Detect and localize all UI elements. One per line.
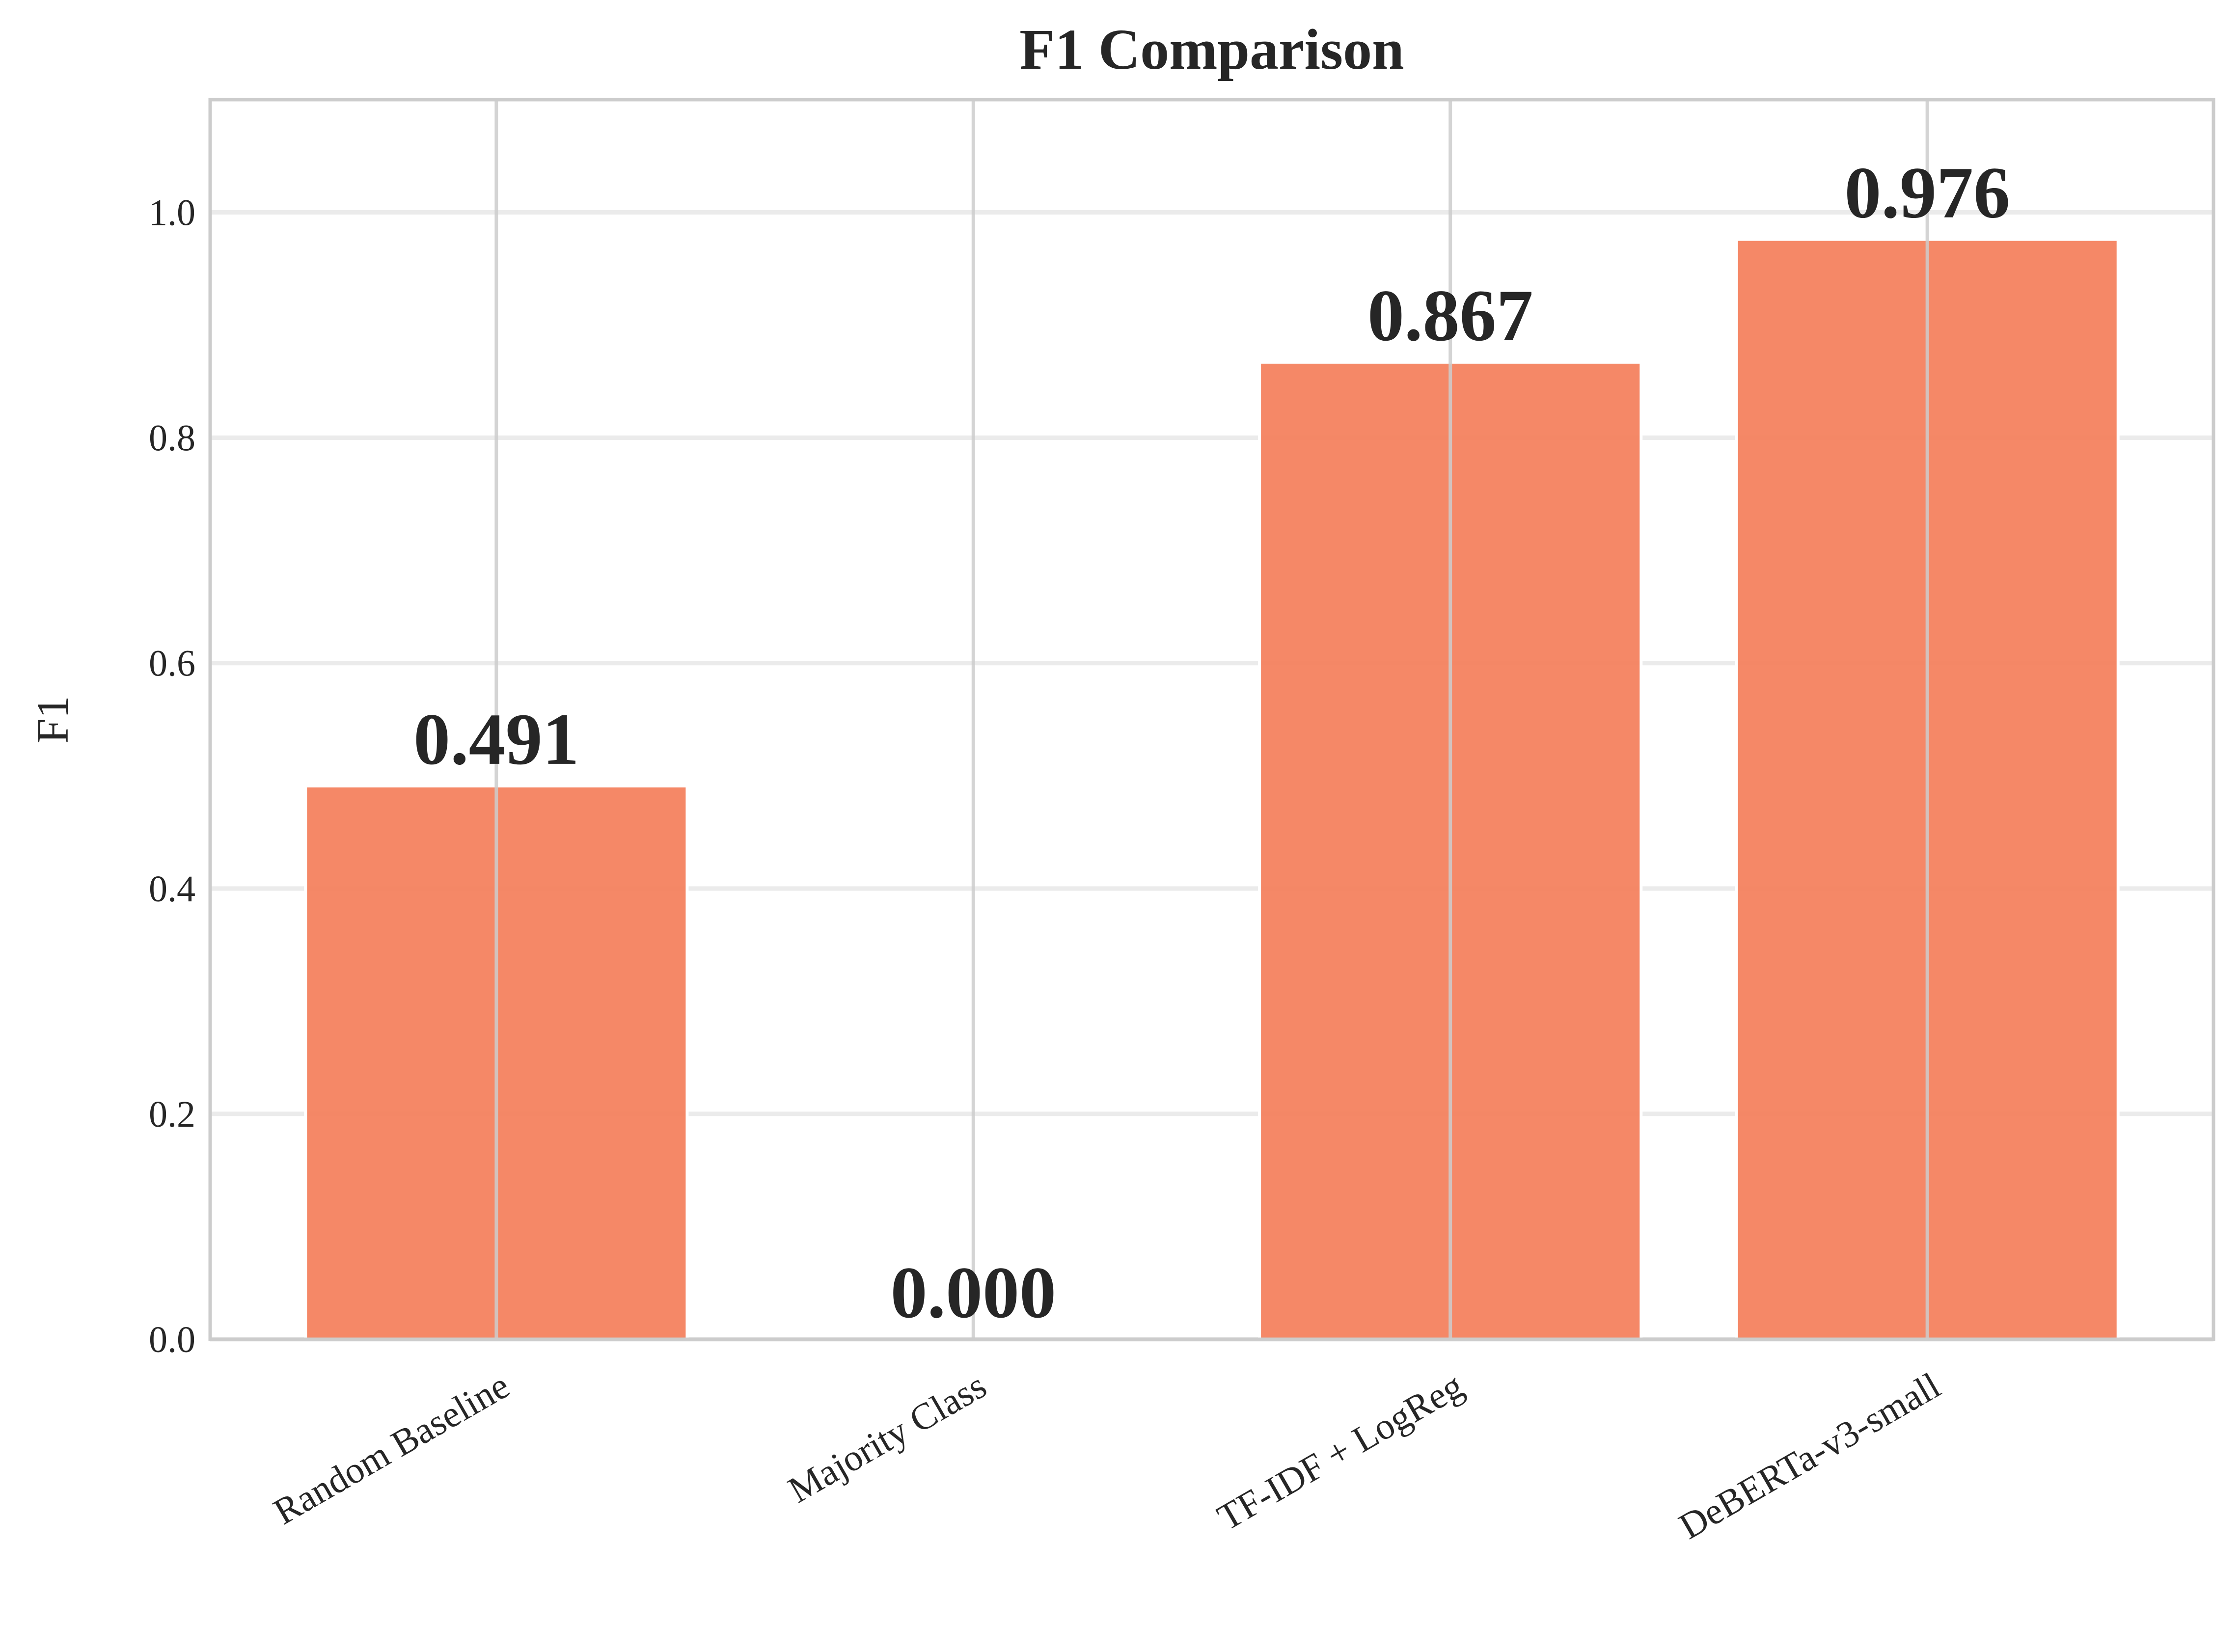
x-tick-label: TF-IDF + LogReg [1210, 1365, 1470, 1539]
bar-value-label: 0.867 [1367, 275, 1533, 356]
bar-value-label: 0.000 [891, 1252, 1057, 1333]
chart-title: F1 Comparison [1019, 17, 1404, 81]
x-tick-label: Majority Class [781, 1365, 993, 1511]
y-tick-label: 0.6 [149, 643, 195, 684]
plot-frame [208, 98, 2215, 1341]
y-axis-label: F1 [27, 696, 78, 743]
vertical-grid-layer [494, 100, 1929, 1339]
y-tick-label: 0.0 [149, 1319, 195, 1360]
bar-value-label: 0.976 [1844, 152, 2010, 234]
bar-layer [304, 238, 2120, 1341]
bar-value-label: 0.491 [413, 699, 579, 780]
y-tick-label: 0.8 [149, 418, 195, 459]
y-tick-label: 0.4 [149, 868, 195, 910]
y-tick-label: 0.2 [149, 1094, 195, 1135]
x-tick-label: DeBERTa-v3-small [1672, 1365, 1947, 1547]
y-tick-label: 1.0 [149, 192, 195, 234]
x-tick-label: Random Baseline [267, 1365, 516, 1533]
data-label-layer: 0.491 0.000 0.867 0.976 [413, 152, 2010, 1333]
